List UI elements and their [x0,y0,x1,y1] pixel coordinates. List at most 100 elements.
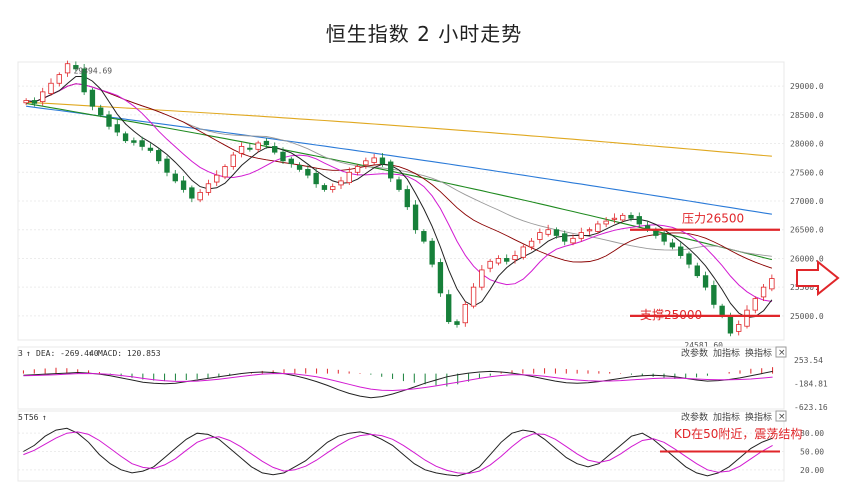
candle-body [769,278,775,290]
candle-body [479,269,485,288]
candle-body [669,242,676,248]
close-icon: × [778,412,786,422]
candle-body [545,229,551,235]
y-tick-label: 20.00 [800,466,824,475]
close-icon [775,346,787,358]
macd-value-label: MACD: 120.853 [98,349,161,358]
candle-body [31,100,38,104]
candle-body [180,180,187,190]
candle-body [272,146,278,153]
candle-body [686,253,692,265]
kd-panel: 5 T56 ↑ 改参数 加指标 换指标 × 80.00 50.00 20.00 KD在50… [17,410,824,482]
close-icon [775,410,787,422]
candle-body [760,286,767,298]
candle-body [296,164,303,170]
y-tick-label: 28500.0 [790,111,824,120]
candle-body [620,214,626,221]
y-tick-label: 50.00 [800,448,824,457]
candle-body [512,255,518,260]
kd-name-label: T56 [24,413,39,422]
candle-body [595,223,601,232]
candle-body [338,180,344,186]
candle-body [189,187,195,199]
candle-body [73,65,79,70]
y-tick-label: 25500.0 [790,283,824,292]
low-value-label: 24581.60 [684,341,723,350]
candle-body [172,173,178,182]
candle-body [56,74,62,84]
candle-body [628,214,634,219]
candle-body [205,183,212,193]
candle-body [139,140,145,147]
panel-button: 改参数 [681,411,708,423]
candle-body [744,309,750,327]
candle-body [562,233,568,242]
candle-body [122,133,129,142]
candle-body [736,324,742,332]
kd-d-line [23,431,773,475]
candle-body [81,68,87,93]
candle-body [553,229,560,236]
candle-body [578,232,584,239]
y-tick-label: -184.81 [794,380,828,389]
candle-body [470,286,477,307]
candle-body [40,91,46,103]
candle-body [222,166,228,178]
candle-body [586,229,593,232]
y-tick-label: 28000.0 [790,140,824,149]
candle-body [263,140,270,146]
chart-title: 恒生指数 2 小时走势 [325,22,523,46]
panel-button: 改参数 [681,347,708,359]
candle-body [661,233,667,242]
candle-body [462,303,468,324]
candle-body [23,100,29,104]
y-tick-label: 26500.0 [790,226,824,235]
candle-body [678,246,684,256]
kd-k-line [23,427,773,477]
candle-body [238,146,245,154]
candle-body [396,179,402,190]
candle-body [752,298,758,311]
macd-panel: 3 ↑ DEA: -269.440 ↑ MACD: 120.853 改参数 加指标… [17,346,828,412]
candle-body [64,63,71,74]
candle-body [106,114,112,127]
y-tick-label: -623.16 [794,403,828,412]
candle-body [330,186,336,190]
candle-body [98,107,104,116]
high-value-label: 29394.69 [74,66,113,75]
y-tick-label: 29000.0 [790,82,824,91]
support-label: 支撑25000 [640,307,702,322]
candle-body [636,216,642,225]
candle-body [711,285,717,305]
panel-button: 换指标 [745,347,772,359]
candle-body [487,260,493,269]
up-arrow-icon: ↑ [88,349,93,358]
kd-annotation: KD在50附近，震荡结构 [674,426,802,441]
candle-body [321,185,328,190]
y-tick-label: 27000.0 [790,197,824,206]
candle-body [528,240,535,248]
candle-body [446,294,452,323]
y-tick-label: 253.54 [794,356,823,365]
macd-prefix: 3 [18,349,23,358]
candle-body [495,258,502,264]
candle-body [454,321,460,325]
candle-body [48,82,54,94]
candle-body [313,173,319,185]
up-arrow-icon: ↑ [42,413,47,422]
right-arrow-icon [796,259,840,297]
up-arrow-icon: ↑ [26,349,31,358]
candle-body [537,232,543,240]
candle-body [255,142,261,150]
y-tick-label: 27500.0 [790,168,824,177]
candle-body [412,204,419,231]
resistance-label: 压力26500 [682,212,744,226]
candle-body [280,151,286,162]
candle-body [727,315,734,334]
y-tick-label: 80.00 [800,429,824,438]
candle-body [702,275,709,288]
candle-body [230,154,236,167]
candle-body [305,169,311,176]
candle-body [388,161,394,179]
y-tick-label: 26000.0 [790,254,824,263]
